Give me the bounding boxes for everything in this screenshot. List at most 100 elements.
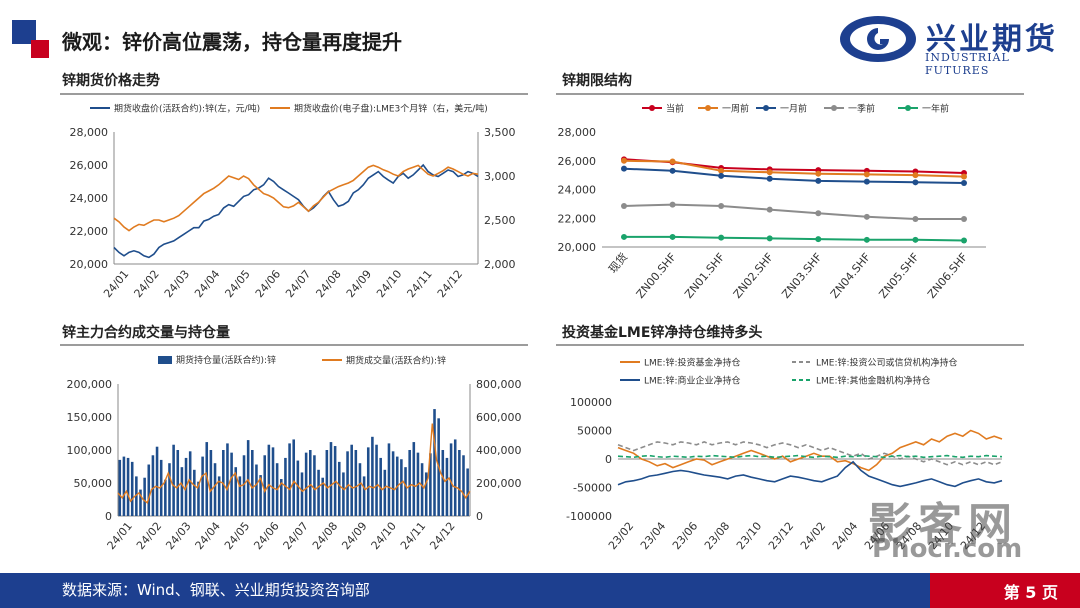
bar — [259, 475, 262, 516]
data-point — [621, 203, 627, 210]
y-tick-label: 28,000 — [558, 126, 597, 139]
panel-divider — [60, 93, 528, 95]
data-point — [961, 237, 967, 244]
legend-label: 一季前 — [848, 103, 875, 115]
y-tick-label: -50000 — [573, 482, 612, 495]
data-point — [766, 206, 773, 213]
bar — [420, 463, 424, 516]
legend-marker — [705, 105, 711, 111]
data-point — [718, 172, 725, 179]
volume-oi-chart: 期货持仓量(活跃合约):锌 期货成交量(活跃合约):锌 0 50,000 100,000… — [67, 354, 522, 553]
footer-bar: 数据来源：Wind、钢联、兴业期货投资咨询部 第 5 页 — [0, 573, 1080, 608]
bar — [271, 447, 275, 516]
series-line — [617, 441, 1003, 466]
y-tick-label: 28,000 — [70, 126, 109, 139]
bar — [375, 444, 378, 516]
panel-title-volume: 锌主力合约成交量与持仓量 — [62, 325, 230, 341]
bar — [255, 464, 258, 516]
x-tick-label: 24/02 — [134, 520, 164, 553]
y-tick-label: 150,000 — [67, 411, 113, 424]
bar — [333, 446, 337, 516]
bar — [313, 455, 316, 516]
x-tick-label: ZN02.SHF — [731, 251, 776, 301]
y-right-tick-label: 2,000 — [484, 258, 516, 271]
x-tick-label: 24/05 — [222, 520, 252, 553]
y-tick-label: 22,000 — [70, 225, 109, 238]
legend-label: 一周前 — [722, 103, 749, 115]
bar — [251, 450, 254, 516]
legend-label: LME:锌:投资基金净持仓 — [644, 357, 741, 369]
data-point — [621, 157, 627, 164]
term-structure-chart: 当前 一周前 一月前 一季前 一年前 20,000 22,000 24,000 26,000 28… — [558, 103, 986, 301]
legend-label: 一年前 — [922, 103, 949, 115]
bar — [371, 436, 374, 516]
bar — [433, 409, 436, 516]
panel-divider — [556, 344, 1024, 346]
x-tick-label: 24/11 — [404, 268, 434, 301]
y-right-tick-label: 0 — [476, 510, 483, 523]
bar — [445, 457, 449, 516]
legend-label: 期货收盘价(电子盘):LME3个月锌（右，美元/吨) — [294, 103, 488, 115]
bar — [197, 481, 200, 516]
legend-marker — [905, 105, 911, 111]
x-tick-label: 23/10 — [734, 520, 764, 553]
y-tick-label: 50000 — [577, 425, 612, 438]
x-tick-label: 24/12 — [435, 268, 465, 301]
panel-divider — [556, 93, 1024, 95]
watermark-text: 影客网 — [868, 499, 1018, 550]
data-point — [863, 171, 870, 178]
x-tick-label: 24/02 — [131, 268, 161, 301]
bar — [130, 461, 134, 516]
x-tick-label: 24/07 — [281, 520, 311, 553]
y-tick-label: 22,000 — [558, 212, 597, 225]
bar — [246, 440, 250, 516]
y-tick-label: -100000 — [566, 510, 612, 523]
legend-label: LME:锌:商业企业净持仓 — [644, 375, 741, 387]
bar — [321, 477, 324, 516]
bar — [213, 463, 217, 516]
x-tick-label: 24/06 — [251, 520, 281, 553]
x-tick-label: 23/08 — [702, 520, 732, 553]
bar — [329, 442, 333, 516]
legend-marker — [763, 105, 769, 111]
data-point — [766, 175, 773, 182]
series-line — [623, 167, 965, 184]
data-point — [912, 179, 919, 186]
bar — [135, 476, 138, 516]
bar — [366, 447, 370, 516]
data-point — [815, 170, 822, 177]
legend-swatch — [158, 356, 172, 364]
x-tick-label: ZN04.SHF — [828, 251, 873, 301]
series-line — [617, 460, 1003, 488]
x-tick-label: 24/04 — [193, 520, 223, 553]
x-tick-label: ZN00.SHF — [634, 251, 679, 301]
header-square-red — [31, 40, 49, 58]
bar — [180, 467, 184, 516]
legend-label: 期货成交量(活跃合约):锌 — [346, 355, 446, 367]
x-tick-label: 24/03 — [162, 268, 192, 301]
series-line — [117, 423, 471, 504]
y-tick-label: 26,000 — [70, 159, 109, 172]
y-tick-label: 26,000 — [558, 155, 597, 168]
bar — [242, 455, 246, 516]
data-point — [912, 236, 919, 243]
y-right-tick-label: 3,000 — [484, 170, 516, 183]
y-tick-label: 100000 — [570, 396, 612, 409]
x-tick-label: ZN03.SHF — [779, 251, 824, 301]
bar — [263, 455, 267, 516]
y-right-tick-label: 800,000 — [476, 378, 522, 391]
bar — [358, 463, 362, 516]
bar — [453, 439, 457, 516]
x-tick-label: 24/07 — [283, 268, 313, 301]
x-tick-label: 24/01 — [101, 268, 131, 301]
bar — [404, 467, 407, 516]
company-logo: 兴业期货 INDUSTRIAL FUTURES — [838, 14, 1073, 77]
bar — [238, 476, 242, 516]
series-line — [623, 159, 965, 178]
y-right-tick-label: 200,000 — [476, 477, 522, 490]
data-point — [669, 158, 676, 165]
x-tick-label: 24/04 — [192, 268, 222, 301]
legend-marker — [831, 105, 837, 111]
x-tick-label: 23/06 — [670, 520, 700, 553]
